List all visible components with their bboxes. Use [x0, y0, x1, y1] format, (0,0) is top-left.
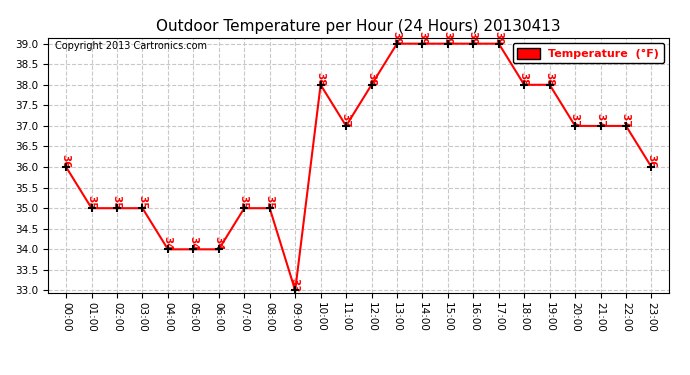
Text: Copyright 2013 Cartronics.com: Copyright 2013 Cartronics.com [55, 41, 206, 51]
Text: 39: 39 [391, 31, 402, 45]
Text: 36: 36 [646, 154, 656, 169]
Legend: Temperature  (°F): Temperature (°F) [513, 43, 664, 63]
Text: 39: 39 [493, 31, 503, 45]
Text: 39: 39 [442, 31, 453, 45]
Text: 37: 37 [595, 113, 605, 128]
Text: 34: 34 [213, 237, 224, 251]
Text: 35: 35 [86, 195, 96, 210]
Text: 39: 39 [468, 31, 477, 45]
Text: 35: 35 [264, 195, 274, 210]
Text: 38: 38 [315, 72, 325, 87]
Text: 35: 35 [112, 195, 121, 210]
Title: Outdoor Temperature per Hour (24 Hours) 20130413: Outdoor Temperature per Hour (24 Hours) … [157, 18, 561, 33]
Text: 37: 37 [341, 113, 351, 128]
Text: 34: 34 [188, 237, 198, 251]
Text: 35: 35 [137, 195, 147, 210]
Text: 34: 34 [162, 237, 172, 251]
Text: 37: 37 [569, 113, 580, 128]
Text: 36: 36 [61, 154, 70, 169]
Text: 35: 35 [239, 195, 248, 210]
Text: 39: 39 [417, 31, 427, 45]
Text: 33: 33 [290, 278, 299, 292]
Text: 38: 38 [544, 72, 554, 87]
Text: 38: 38 [519, 72, 529, 87]
Text: 37: 37 [620, 113, 631, 128]
Text: 38: 38 [366, 72, 376, 87]
